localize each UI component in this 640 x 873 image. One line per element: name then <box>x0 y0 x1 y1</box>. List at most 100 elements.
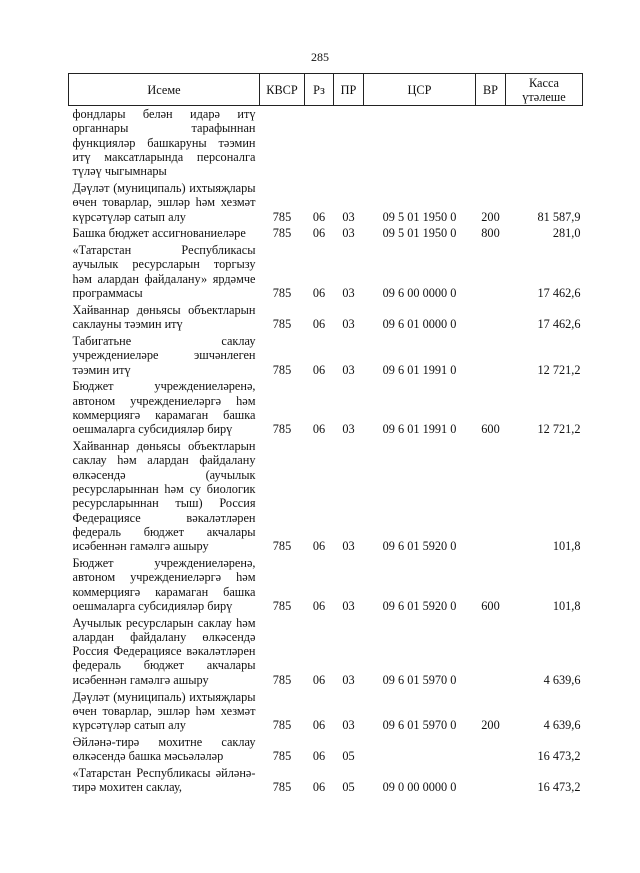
cell-csr: 09 5 01 1950 0 <box>382 209 457 224</box>
cell-rz: 06 <box>312 718 326 733</box>
cell-vr: 200 <box>481 718 500 733</box>
cell-csr: 09 5 01 1950 0 <box>382 226 457 241</box>
cell-kvsr: 785 <box>272 317 292 332</box>
cell-pr: 05 <box>342 749 355 764</box>
table-row: Әйләнә-тирә мохитне саклау өлкәсендә баш… <box>69 734 583 765</box>
cell-name: «Татарстан Республикасы аучылык ресурсла… <box>72 243 256 301</box>
cell-name: Башка бюджет ассигнованиеләре <box>72 226 246 241</box>
cell-csr: 09 6 01 5920 0 <box>382 539 457 554</box>
cell-vr <box>476 302 506 333</box>
cell-pr: 03 <box>342 286 355 301</box>
cell-kvsr: 785 <box>272 672 292 687</box>
cell-vr <box>476 765 506 796</box>
cell-pr: 03 <box>342 539 355 554</box>
cell-name: Табигатьне саклау учреждениеләре эшчәнле… <box>72 333 256 377</box>
cell-rz: 06 <box>312 539 326 554</box>
cell-pr: 03 <box>342 422 355 437</box>
cell-csr: 09 6 01 5970 0 <box>382 718 457 733</box>
cell-kvsr: 785 <box>272 362 292 377</box>
cell-rz: 06 <box>312 672 326 687</box>
cell-name: «Татарстан Республикасы әйләнә-тирә мохи… <box>72 766 256 795</box>
cell-kassa: 101,8 <box>552 539 581 554</box>
cell-vr <box>476 615 506 689</box>
table-row: Аучылык ресурсларын саклау һәм алардан ф… <box>69 615 583 689</box>
cell-rz: 06 <box>312 749 326 764</box>
cell-vr: 800 <box>481 226 500 241</box>
header-rz: Рз <box>304 73 334 106</box>
cell-kvsr: 785 <box>272 226 292 241</box>
cell-kvsr: 785 <box>272 286 292 301</box>
budget-table: Исеме КВСР Рз ПР ЦСР ВР Касса үтәлеше фо… <box>68 73 583 796</box>
cell-name: фондлары белән идарә итү органнары тараф… <box>72 107 256 179</box>
cell-pr: 03 <box>342 718 355 733</box>
table-row: «Татарстан Республикасы әйләнә-тирә мохи… <box>69 765 583 796</box>
cell-kassa: 12 721,2 <box>537 362 581 377</box>
cell-kassa: 12 721,2 <box>537 422 581 437</box>
cell-name: Бюджет учреждениеләренә, автоном учрежде… <box>72 555 256 613</box>
cell-csr: 09 6 01 5920 0 <box>382 598 457 613</box>
table-row: Табигатьне саклау учреждениеләре эшчәнле… <box>69 333 583 378</box>
cell-kassa: 16 473,2 <box>537 780 581 795</box>
cell-rz: 06 <box>312 598 326 613</box>
cell-vr <box>476 106 506 180</box>
cell-vr <box>476 438 506 555</box>
cell-kvsr: 785 <box>272 422 292 437</box>
cell-kassa: 17 462,6 <box>537 286 581 301</box>
table-row: Бюджет учреждениеләренә, автоном учрежде… <box>69 378 583 438</box>
table-row: фондлары белән идарә итү органнары тараф… <box>69 106 583 180</box>
cell-pr: 03 <box>342 209 355 224</box>
header-csr: ЦСР <box>363 73 476 106</box>
table-row: Дәүләт (муниципаль) ихтыяҗлары өчен това… <box>69 180 583 225</box>
cell-rz: 06 <box>312 286 326 301</box>
cell-kvsr: 785 <box>272 539 292 554</box>
cell-kassa: 281,0 <box>552 226 581 241</box>
cell-vr <box>476 242 506 302</box>
cell-rz: 06 <box>312 317 326 332</box>
cell-csr <box>364 106 476 180</box>
cell-csr: 09 6 01 1991 0 <box>382 422 457 437</box>
cell-kvsr: 785 <box>272 209 292 224</box>
table-row: Башка бюджет ассигнованиеләре 785 06 03 09 5… <box>69 225 583 242</box>
cell-csr: 09 6 01 1991 0 <box>382 362 457 377</box>
page-number: 285 <box>311 50 329 64</box>
cell-name: Дәүләт (муниципаль) ихтыяҗлары өчен това… <box>72 180 256 224</box>
cell-kassa: 101,8 <box>552 598 581 613</box>
cell-rz: 06 <box>312 780 326 795</box>
table-header: Исеме КВСР Рз ПР ЦСР ВР Касса үтәлеше <box>68 73 583 106</box>
cell-name: Хайваннар дөньясы объектларын саклау һәм… <box>72 439 256 554</box>
cell-name: Әйләнә-тирә мохитне саклау өлкәсендә баш… <box>72 734 256 764</box>
cell-name: Бюджет учреждениеләренә, автоном учрежде… <box>72 379 256 437</box>
cell-pr: 03 <box>342 226 355 241</box>
table-row: Хайваннар дөньясы объектларын саклау һәм… <box>69 438 583 555</box>
cell-kassa <box>506 106 583 180</box>
cell-rz: 06 <box>312 422 326 437</box>
cell-vr: 200 <box>481 209 500 224</box>
table-row: Хайваннар дөньясы объектларын саклауны т… <box>69 302 583 333</box>
header-kassa: Касса үтәлеше <box>505 73 583 106</box>
cell-kvsr: 785 <box>272 780 292 795</box>
cell-pr: 03 <box>342 598 355 613</box>
cell-kassa: 81 587,9 <box>537 209 581 224</box>
cell-pr <box>334 106 364 180</box>
cell-kvsr: 785 <box>272 749 292 764</box>
cell-csr: 09 6 01 5970 0 <box>382 672 457 687</box>
cell-kvsr: 785 <box>272 718 292 733</box>
cell-kassa: 17 462,6 <box>537 317 581 332</box>
cell-vr <box>476 734 506 765</box>
cell-pr: 03 <box>342 362 355 377</box>
cell-vr: 600 <box>481 422 500 437</box>
cell-pr: 03 <box>342 317 355 332</box>
cell-vr: 600 <box>481 598 500 613</box>
cell-pr: 03 <box>342 672 355 687</box>
cell-kassa: 16 473,2 <box>537 749 581 764</box>
cell-kassa: 4 639,6 <box>543 672 581 687</box>
header-kvsr: КВСР <box>259 73 305 106</box>
cell-csr: 09 6 00 0000 0 <box>382 286 457 301</box>
cell-kvsr: 785 <box>272 598 292 613</box>
table-row: Дәүләт (муниципаль) ихтыяҗлары өчен това… <box>69 689 583 734</box>
cell-csr: 09 0 00 0000 0 <box>382 780 457 795</box>
cell-name: Аучылык ресурсларын саклау һәм алардан ф… <box>72 615 256 687</box>
cell-rz <box>305 106 334 180</box>
header-vr: ВР <box>475 73 506 106</box>
table-row: Бюджет учреждениеләренә, автоном учрежде… <box>69 555 583 615</box>
